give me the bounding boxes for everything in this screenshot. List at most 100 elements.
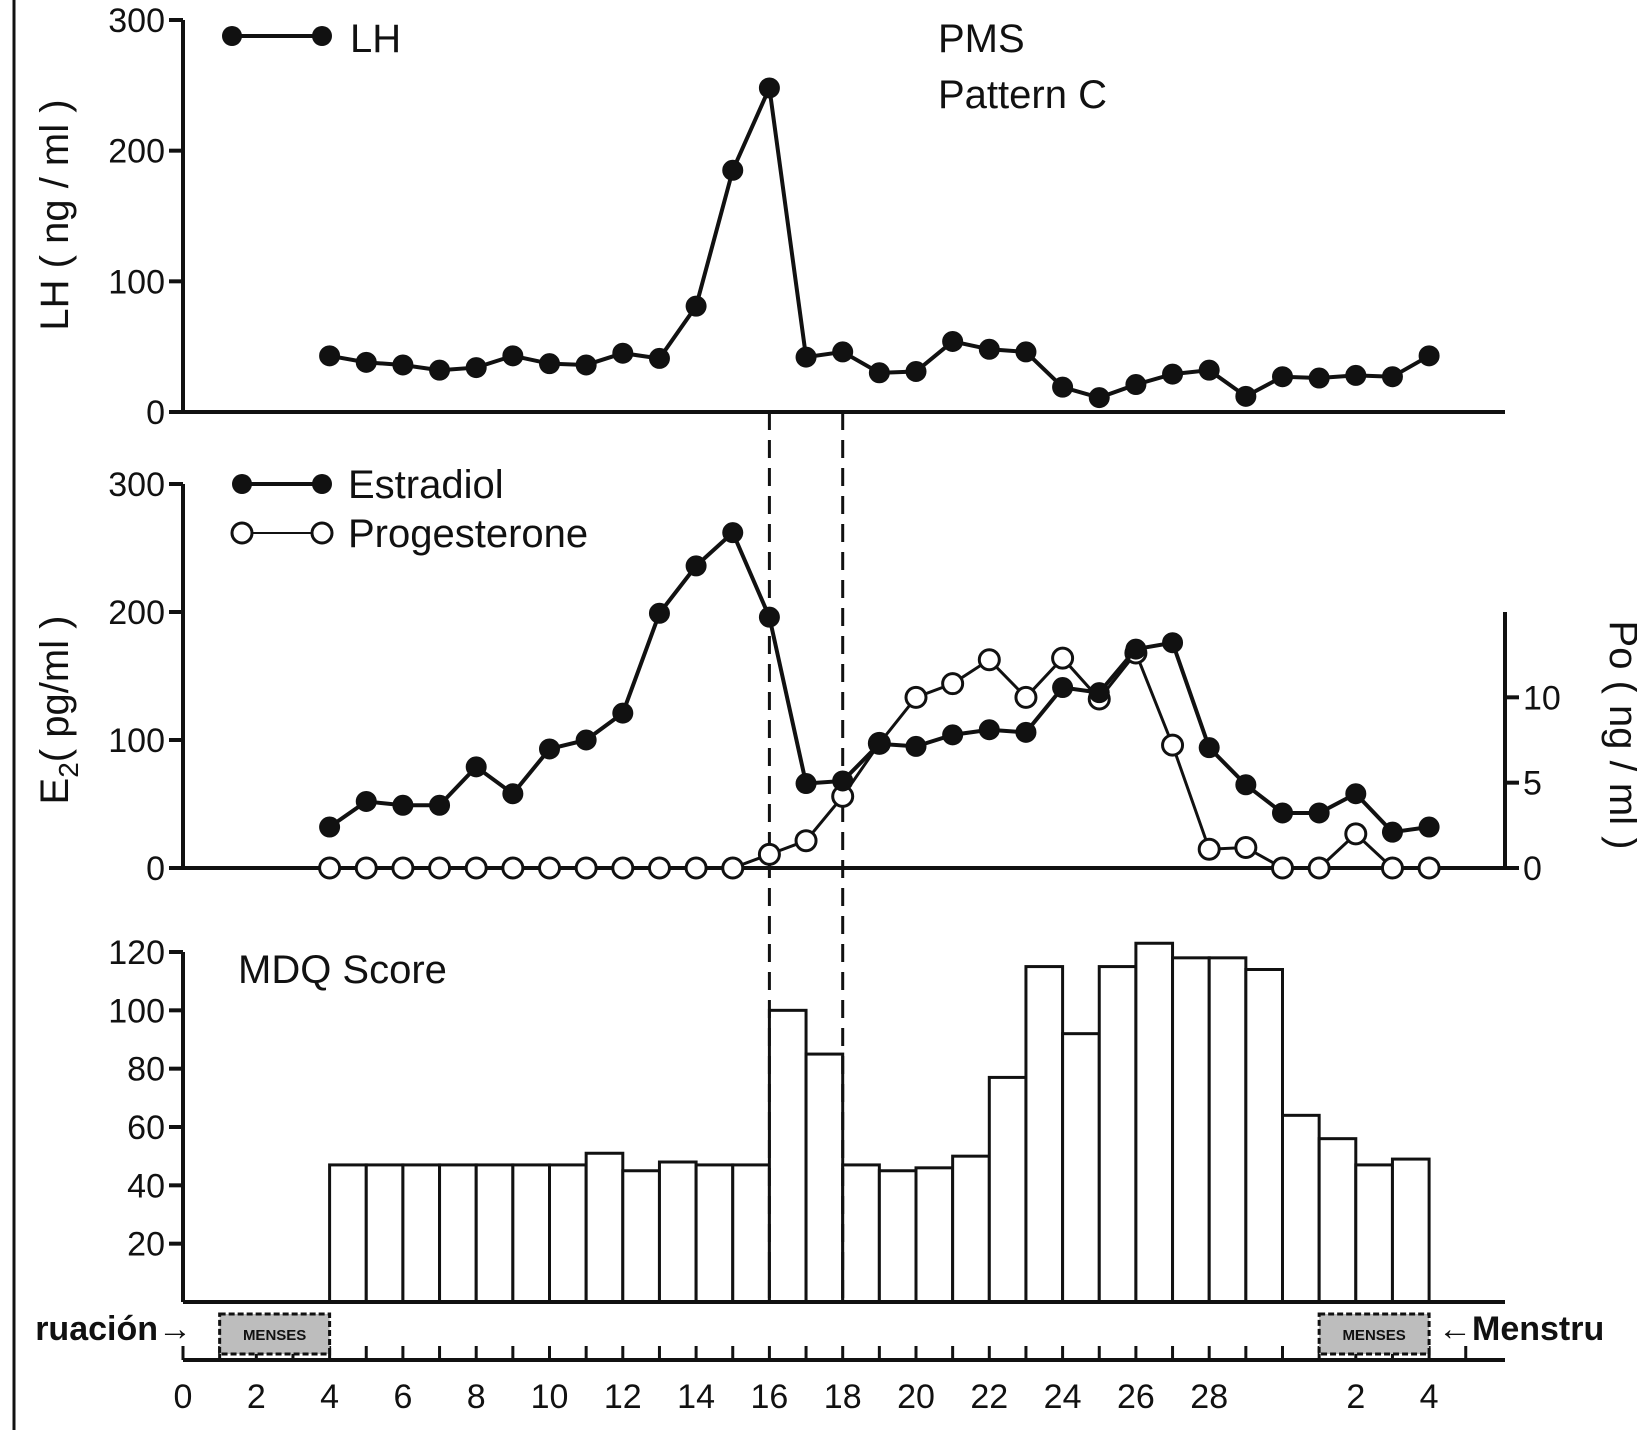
mdq-y-tick-label: 100 <box>108 992 165 1030</box>
mdq-bar <box>584 1151 625 1304</box>
estradiol-point <box>1345 783 1367 805</box>
menses-band <box>1317 1312 1431 1356</box>
mdq-bar <box>1207 956 1248 1304</box>
day-axis-tick-label: 22 <box>970 1378 1008 1416</box>
menses-band-label: MENSES <box>243 1327 306 1344</box>
day-axis-tick-label: 16 <box>750 1378 788 1416</box>
po-axis-title: Po ( ng / ml ) <box>1601 621 1637 850</box>
menstruation-note-left: ruación→ <box>35 1310 192 1348</box>
progesterone-point <box>354 856 378 880</box>
legend-lh-marker <box>222 26 242 46</box>
lh-axis-title: LH ( ng / ml ) <box>33 99 77 330</box>
estradiol-point <box>1125 638 1147 660</box>
mdq-bar <box>1024 965 1065 1304</box>
estradiol-point <box>1308 802 1330 824</box>
mdq-bar <box>1097 965 1138 1304</box>
legend-progesterone-marker <box>230 521 254 545</box>
lh-point <box>1198 359 1220 381</box>
mdq-y-tick-label: 40 <box>127 1167 165 1205</box>
day-axis-tick-label: 24 <box>1044 1378 1082 1416</box>
e2-y-tick-label: 0 <box>146 850 165 888</box>
estradiol-point <box>1052 677 1074 699</box>
lh-y-tick-label: 200 <box>108 133 165 171</box>
progesterone-point <box>318 856 342 880</box>
lh-point <box>758 77 780 99</box>
mdq-bar <box>1390 1157 1431 1304</box>
lh-point <box>355 351 377 373</box>
estradiol-point <box>942 724 964 746</box>
progesterone-point <box>501 856 525 880</box>
lh-point <box>795 346 817 368</box>
lh-point <box>1345 364 1367 386</box>
day-axis-tick-label: 4 <box>1420 1378 1439 1416</box>
mdq-bar <box>951 1154 991 1304</box>
lh-point <box>685 295 707 317</box>
mdq-bar <box>804 1052 845 1304</box>
progesterone-point <box>464 856 488 880</box>
progesterone-point <box>1307 856 1331 880</box>
lh-point <box>868 362 890 384</box>
chart-title-line2: Pattern C <box>938 73 1107 117</box>
legend-progesterone-marker <box>310 521 334 545</box>
lh-point <box>575 354 597 376</box>
lh-point <box>942 330 964 352</box>
estradiol-point <box>758 606 780 628</box>
e2-axis-title-sub: 2 <box>53 762 84 778</box>
legend-lh: LH <box>222 17 401 61</box>
lh-point <box>319 345 341 367</box>
mdq-bar <box>877 1169 918 1304</box>
estradiol-point <box>1088 682 1110 704</box>
estradiol-point <box>1162 632 1184 654</box>
lh-point <box>1308 367 1330 389</box>
mdq-bar <box>474 1163 515 1304</box>
progesterone-point <box>977 648 1001 672</box>
series-lines <box>318 77 1441 880</box>
mdq-bar <box>1134 941 1175 1304</box>
mdq-bar <box>1317 1137 1358 1304</box>
mdq-bars <box>328 941 1431 1304</box>
progesterone-point <box>1417 856 1441 880</box>
lh-point <box>648 347 670 369</box>
tick-labels: 0 100 200 300 0 100 200 300 0 5 10 20 40 60 80 100 120 0 2… <box>108 2 1561 1416</box>
po-y-tick-label: 5 <box>1523 765 1542 803</box>
lh-point <box>1125 374 1147 396</box>
estradiol-point <box>795 773 817 795</box>
progesterone-point <box>757 842 781 866</box>
mdq-bar <box>731 1163 771 1304</box>
lh-y-tick-label: 0 <box>146 394 165 432</box>
estradiol-point <box>1015 721 1037 743</box>
lh-point <box>722 159 744 181</box>
lh-point <box>978 338 1000 360</box>
progesterone-point <box>1271 856 1294 880</box>
lh-point <box>429 359 451 381</box>
day-axis-tick-label: 26 <box>1117 1378 1155 1416</box>
progesterone-point <box>611 856 635 880</box>
day-axis-tick-label: 14 <box>677 1378 715 1416</box>
mdq-y-tick-label: 120 <box>108 934 165 972</box>
progesterone-point <box>1014 685 1038 709</box>
progesterone-point <box>794 829 818 853</box>
mdq-bar <box>548 1163 588 1304</box>
e2-axis-title-rest: ( pg/ml ) <box>33 616 77 763</box>
lh-point <box>1015 341 1037 363</box>
day-axis-tick-label: 12 <box>604 1378 642 1416</box>
lh-point <box>905 360 927 382</box>
estradiol-point <box>1418 816 1440 838</box>
progesterone-point <box>1197 837 1221 861</box>
lh-point <box>465 357 487 379</box>
legend-lh-label: LH <box>350 17 401 61</box>
lh-point <box>392 354 414 376</box>
po-y-tick-label: 0 <box>1523 850 1542 888</box>
estradiol-point <box>905 735 927 757</box>
day-axis-tick-label: 10 <box>531 1378 569 1416</box>
legend-progesterone-label: Progesterone <box>348 512 588 556</box>
mdq-bar <box>987 1075 1028 1304</box>
progesterone-point <box>647 856 671 880</box>
legend-progesterone: Progesterone <box>230 512 588 556</box>
mdq-bar <box>914 1166 955 1304</box>
mdq-bar <box>621 1169 661 1304</box>
estradiol-point <box>319 816 341 838</box>
mdq-panel-label: MDQ Score <box>238 948 447 992</box>
mdq-bar <box>328 1163 368 1304</box>
